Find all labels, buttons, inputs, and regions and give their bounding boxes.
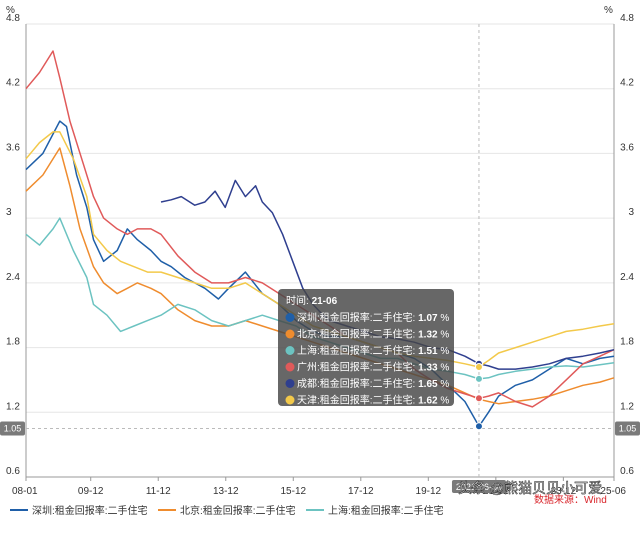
tooltip-swatch-5 [285, 395, 295, 405]
crosshair-point-0 [474, 422, 483, 431]
tooltip-row-unit: % [438, 396, 450, 407]
y-axis-unit-left: % [6, 5, 15, 16]
y-value-badge-right [615, 421, 640, 436]
tooltip-row-0: 深圳:租金回报率:二手住宅: 1.07 % [297, 311, 449, 324]
x-value-badge [451, 480, 506, 493]
x-tick-label: 23-12 [551, 486, 577, 497]
tooltip-title: 时间: 21-06 [286, 294, 338, 307]
y-axis-right: 0.6 1.2 1.8 2.4 3 3.6 4.2 4.8 [620, 13, 634, 477]
y-tick-label-right: 0.6 [620, 466, 634, 477]
crosshair-point-2 [474, 374, 483, 383]
tooltip-row-1: 北京:租金回报率:二手住宅: 1.32 % [297, 328, 449, 341]
crosshair-point-5 [474, 362, 483, 371]
watermark-source: 数据来源：Wind [534, 493, 607, 506]
y-tick-label-left: 2.4 [6, 272, 20, 283]
tooltip-title-value: 21-06 [312, 296, 338, 307]
tooltip-row-2: 上海:租金回报率:二手住宅: 1.51 % [297, 344, 449, 357]
tooltip-row-value: 1.33 [418, 363, 438, 374]
y-axis-unit-right: % [604, 5, 613, 16]
gridlines [25, 23, 615, 478]
tooltip-row-unit: % [438, 363, 450, 374]
tooltip-row-4: 成都:租金回报率:二手住宅: 1.65 % [297, 377, 449, 390]
tooltip-row-value: 1.51 [418, 346, 438, 357]
x-tick-label: 13-12 [213, 486, 239, 497]
tooltip-swatch-3 [285, 362, 295, 372]
y-tick-label-right: 1.8 [620, 337, 634, 348]
y-tick-label-left: 3 [6, 207, 12, 218]
x-tick-label: 17-12 [348, 486, 374, 497]
legend: 深圳:租金回报率:二手住宅 北京:租金回报率:二手住宅 上海:租金回报率:二手住宅 [10, 504, 444, 517]
tooltip-row-label: 天津:租金回报率:二手住宅: [297, 394, 418, 407]
tooltip-swatch-0 [285, 313, 295, 322]
y-tick-label-left: 4.8 [6, 13, 20, 24]
tooltip-row-label: 成都:租金回报率:二手住宅: [297, 377, 418, 390]
legend-label-0: 深圳:租金回报率:二手住宅 [32, 504, 148, 517]
x-tick-label: 11-12 [146, 486, 171, 497]
y-tick-label-right: 3 [628, 207, 634, 218]
tooltip-title-prefix: 时间: [286, 294, 312, 307]
y-tick-label-right: 4.8 [620, 13, 634, 24]
x-tick-label: 25-06 [600, 486, 626, 497]
tooltip-row-label: 广州:租金回报率:二手住宅: [297, 361, 418, 374]
tooltip-swatch-1 [285, 329, 295, 339]
x-value-label: 2021-06-30 [456, 482, 502, 492]
tooltip-row-unit: % [438, 346, 450, 357]
tooltip-row-value: 1.07 [418, 313, 438, 324]
y-tick-label-right: 2.4 [620, 272, 634, 283]
tooltip-row-label: 北京:租金回报率:二手住宅: [297, 328, 418, 341]
y-tick-label-left: 4.2 [6, 78, 20, 89]
y-tick-label-right: 1.2 [620, 401, 634, 412]
y-value-label-left: 1.05 [4, 423, 22, 433]
tooltip-row-3: 广州:租金回报率:二手住宅: 1.33 % [297, 361, 449, 374]
tooltip-row-value: 1.32 [418, 330, 438, 341]
y-tick-label-left: 0.6 [6, 466, 20, 477]
tooltip-row-5: 天津:租金回报率:二手住宅: 1.62 % [297, 394, 449, 407]
tooltip-swatch-2 [285, 346, 295, 355]
y-tick-label-right: 3.6 [620, 142, 634, 153]
watermark-brand: 头条 @熊猫贝贝小可爱 [458, 480, 602, 496]
tooltip-row-label: 深圳:租金回报率:二手住宅: [297, 311, 418, 324]
tooltip-box [278, 289, 454, 406]
y-value-badge-left [0, 421, 25, 436]
x-tick-label: 09-12 [78, 486, 104, 497]
crosshair: 1.05 1.05 2021-06-30 [0, 24, 640, 493]
y-tick-label-right: 4.2 [620, 78, 634, 89]
tooltip-row-value: 1.62 [418, 396, 438, 407]
crosshair-point-3 [474, 394, 483, 403]
y-tick-label-left: 3.6 [6, 142, 20, 153]
y-axis-left: 0.6 1.2 1.8 2.4 3 3.6 4.2 4.8 [6, 13, 20, 477]
x-tick-label: 08-01 [12, 486, 38, 497]
y-value-label-right: 1.05 [619, 423, 637, 433]
x-tick-label: 15-12 [280, 486, 306, 497]
tooltip-row-unit: % [438, 379, 450, 390]
y-tick-label-left: 1.2 [6, 401, 20, 412]
tooltip-swatch-4 [285, 379, 295, 388]
tooltip-row-unit: % [438, 313, 450, 324]
y-tick-label-left: 1.8 [6, 337, 20, 348]
tooltip-row-unit: % [438, 330, 450, 341]
tooltip-row-value: 1.65 [418, 379, 438, 390]
legend-label-2: 上海:租金回报率:二手住宅 [328, 504, 444, 517]
x-tick-label: 19-12 [416, 486, 442, 497]
legend-label-1: 北京:租金回报率:二手住宅 [180, 504, 296, 517]
tooltip-row-label: 上海:租金回报率:二手住宅: [297, 344, 418, 357]
